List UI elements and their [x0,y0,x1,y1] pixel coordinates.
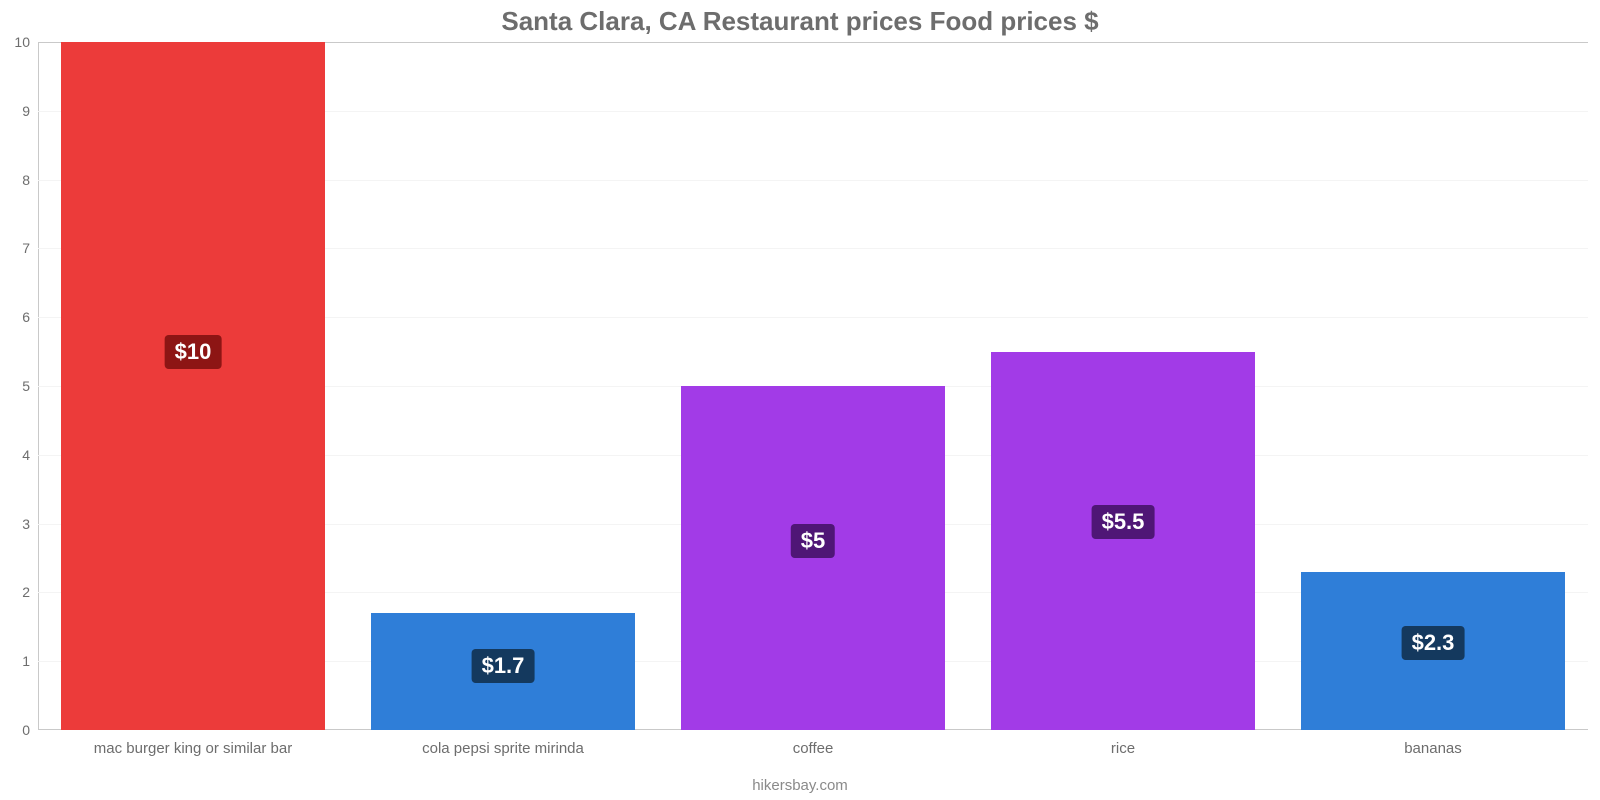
y-tick-label: 0 [22,722,38,738]
y-tick-label: 6 [22,309,38,325]
credit-text: hikersbay.com [0,777,1600,794]
y-tick-label: 10 [14,34,38,50]
bar [681,386,945,730]
value-badge: $5 [791,524,835,558]
value-badge: $5.5 [1092,505,1155,539]
y-tick-label: 1 [22,653,38,669]
category-label: mac burger king or similar bar [94,730,292,757]
y-tick-label: 8 [22,172,38,188]
y-tick-label: 3 [22,516,38,532]
y-tick-label: 2 [22,584,38,600]
category-label: coffee [793,730,834,757]
bar [991,352,1255,730]
y-tick-label: 7 [22,240,38,256]
y-tick-label: 4 [22,447,38,463]
category-label: rice [1111,730,1135,757]
plot-area: 012345678910mac burger king or similar b… [38,42,1588,730]
value-badge: $2.3 [1402,626,1465,660]
chart-title: Santa Clara, CA Restaurant prices Food p… [0,0,1600,37]
value-badge: $10 [165,335,222,369]
category-label: cola pepsi sprite mirinda [422,730,584,757]
category-label: bananas [1404,730,1462,757]
bar [61,42,325,730]
y-tick-label: 9 [22,103,38,119]
chart-container: Santa Clara, CA Restaurant prices Food p… [0,0,1600,800]
value-badge: $1.7 [472,649,535,683]
y-tick-label: 5 [22,378,38,394]
